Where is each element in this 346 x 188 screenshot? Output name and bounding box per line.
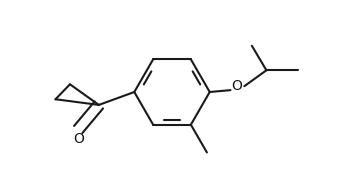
- Text: O: O: [73, 132, 84, 146]
- Text: O: O: [231, 79, 242, 93]
